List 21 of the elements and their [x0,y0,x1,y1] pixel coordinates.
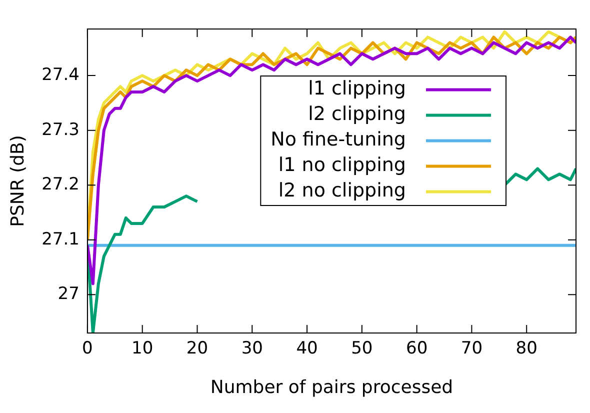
x-tick-label: 50 [351,338,373,359]
x-tick-label: 0 [82,338,93,359]
x-tick-label: 40 [296,338,318,359]
legend-label: l2 no clipping [278,180,406,202]
legend-label: l2 clipping [308,103,406,126]
y-axis-title: PSNR (dB) [7,135,28,227]
x-tick-label: 60 [406,338,428,359]
x-tick-label: 10 [132,338,154,359]
x-tick-label: 80 [516,338,538,359]
x-tick-label: 20 [186,338,208,359]
legend-label: l1 no clipping [278,154,406,176]
x-axis-title: Number of pairs processed [210,376,454,398]
y-tick-label: 27.2 [42,174,80,195]
y-tick-label: 27.1 [42,229,80,250]
x-tick-label: 70 [460,338,483,359]
y-tick-label: 27 [58,284,80,304]
legend-label: l1 clipping [308,78,406,100]
y-tick-label: 27.4 [42,64,80,85]
x-tick-label: 30 [241,338,263,359]
y-tick-label: 27.3 [42,120,80,140]
legend-label: No fine-tuning [270,128,406,151]
